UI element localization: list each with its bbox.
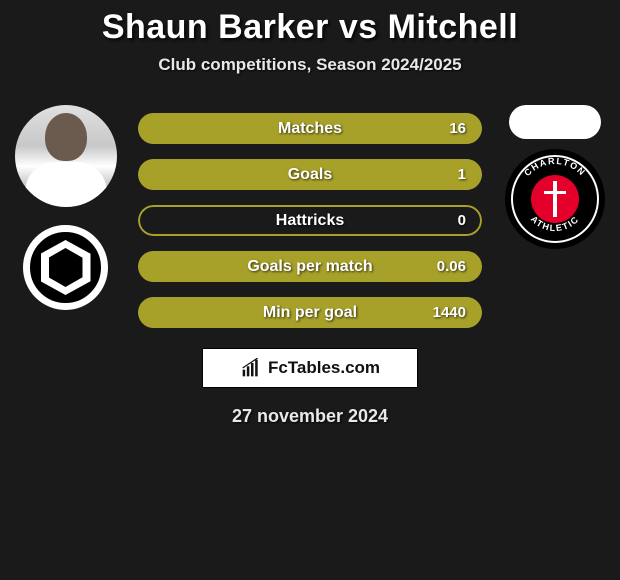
infographic-root: Shaun Barker vs Mitchell Club competitio… [0,0,620,427]
club-badge-right: CHARLTON ATHLETIC [505,149,605,249]
branding-badge: FcTables.com [202,348,418,388]
main-row: Matches 16 Goals 1 Hattricks 0 Goals per match… [0,105,620,328]
stat-value: 1440 [433,304,466,321]
page-subtitle: Club competitions, Season 2024/2025 [0,55,620,75]
sword-icon [531,175,579,223]
stat-value: 0 [458,212,466,229]
stat-label: Goals per match [247,258,372,276]
player-avatar-left [15,105,117,207]
stat-value: 1 [458,166,466,183]
stat-label: Matches [278,120,342,138]
stat-value: 0.06 [437,258,466,275]
page-title: Shaun Barker vs Mitchell [0,8,620,47]
stat-pill: Matches 16 [138,113,482,144]
right-column: CHARLTON ATHLETIC [497,105,612,249]
stats-column: Matches 16 Goals 1 Hattricks 0 Goals per match… [123,113,497,328]
stat-pill: Goals per match 0.06 [138,251,482,282]
player-avatar-right [509,105,601,139]
stat-label: Goals [288,166,332,184]
stat-pill: Goals 1 [138,159,482,190]
chart-icon [240,358,262,378]
stat-pill: Hattricks 0 [138,205,482,236]
club-badge-left [23,225,108,310]
branding-text: FcTables.com [268,358,380,378]
date-text: 27 november 2024 [0,406,620,427]
stat-label: Min per goal [263,304,357,322]
stat-value: 16 [449,120,466,137]
left-column [8,105,123,310]
shield-icon [41,240,91,295]
stat-label: Hattricks [276,212,344,230]
stat-pill: Min per goal 1440 [138,297,482,328]
